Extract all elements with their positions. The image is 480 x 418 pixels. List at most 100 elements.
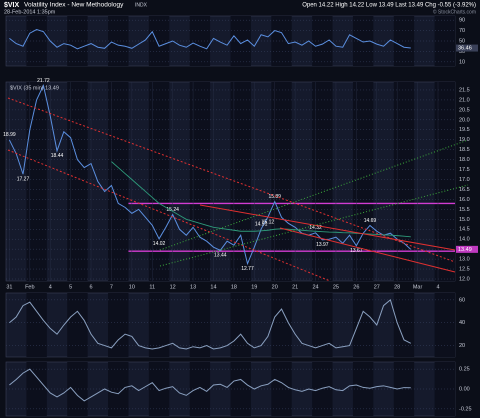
x-tick-label: 14 [210,284,216,290]
y-tick-label: 18.5 [459,147,470,153]
day-band [67,362,88,416]
day-band [271,293,292,357]
x-tick-label: 4 [436,284,439,290]
x-tick-label: 6 [90,284,93,290]
day-band [108,82,129,281]
data-label: 15.12 [262,219,275,225]
x-tick-label: 21 [292,284,298,290]
y-tick-label: 15.5 [459,207,470,213]
title: Volatility Index - New Methodology [24,2,124,9]
day-band [271,362,292,416]
credit: © StockCharts.com [433,8,476,15]
day-band [393,82,415,281]
y-tick-label: 90 [459,18,465,24]
x-tick-label: 26 [353,284,359,290]
y-tick-label: 16.5 [459,187,470,193]
y-tick-label: 50 [459,38,465,44]
day-band [393,16,415,66]
x-tick-label: 18 [231,284,237,290]
x-tick-label: 4 [49,284,52,290]
y-tick-label: 30 [459,49,465,55]
day-band [189,362,211,416]
y-tick-label: 15.0 [459,217,470,223]
y-tick-label: 14.0 [459,237,470,243]
data-label: 14.69 [364,218,377,224]
y-tick-label: 12.0 [459,276,470,282]
x-tick-label: Mar [413,284,423,290]
day-band [26,82,47,281]
day-band [352,293,374,357]
y-tick-label: 17.0 [459,177,470,183]
data-label: 18.44 [51,153,64,159]
day-band [67,293,88,357]
x-tick-label: 19 [251,284,257,290]
quote: Open 14.22 High 14.22 Low 13.49 Last 13.… [302,3,476,9]
x-tick-label: 11 [149,284,155,290]
day-band [271,82,292,281]
y-tick-label: 16.0 [459,197,470,203]
y-tick-label: 21.5 [459,87,470,93]
day-band [148,293,170,357]
y-tick-label: 40 [459,320,465,326]
x-tick-label: 7 [110,284,113,290]
y-tick-label: 20.5 [459,107,470,113]
last-value-tag [456,245,478,253]
y-tick-label: 0.00 [459,386,470,392]
day-band [393,362,415,416]
data-label: 14.32 [309,225,322,231]
y-tick-label: 0.25 [459,367,470,373]
trendline [159,139,469,251]
day-band [189,82,211,281]
plot-layers: 103050709036.4612.012.513.013.514.014.51… [3,15,478,417]
y-tick-label: 19.5 [459,127,470,133]
date: 28-Feb-2014 1:35pm [4,9,56,15]
day-band [434,82,455,281]
y-tick-label: 70 [459,28,465,34]
day-band [312,362,333,416]
trendline [279,227,456,273]
y-tick-label: -0.25 [459,406,472,412]
series-line [9,29,411,50]
trendline [7,149,331,282]
day-band [393,293,415,357]
x-tick-label: 28 [394,284,400,290]
x-tick-label: 20 [272,284,278,290]
y-tick-label: 10 [459,59,465,65]
y-tick-label: 60 [459,297,465,303]
x-tick-label: 24 [312,284,318,290]
series-line [9,298,412,350]
data-label: 13.44 [214,253,227,259]
x-tick-label: 27 [374,284,380,290]
series-line [9,368,411,402]
y-tick-label: 18.0 [459,157,470,163]
legend: $VIX (35 min) 13.49 [10,85,59,91]
y-tick-label: 20.0 [459,117,470,123]
day-band [148,82,170,281]
data-label: 18.99 [3,132,16,138]
data-label: 14.02 [153,241,166,247]
day-band [67,16,88,66]
series-line [8,84,412,266]
day-band [67,82,88,281]
y-tick-label: 19.0 [459,137,470,143]
x-tick-label: 5 [69,284,72,290]
trendlines [7,97,469,282]
x-tick-label: 12 [170,284,176,290]
day-band [108,16,129,66]
y-tick-label: 12.5 [459,267,470,273]
x-tick-label: Feb [25,284,34,290]
y-tick-label: 21.0 [459,97,470,103]
data-label: 13.67 [350,248,363,254]
x-tick-label: 31 [6,284,12,290]
data-label: 21.72 [37,78,50,84]
trendline [199,204,456,251]
y-tick-label: 20 [459,343,465,349]
data-label: 15.89 [268,194,281,200]
day-band [108,362,129,416]
trendline [159,184,469,267]
x-tick-label: 13 [190,284,196,290]
day-band [312,16,333,66]
day-band [271,16,292,66]
data-label: 15.24 [166,207,179,213]
